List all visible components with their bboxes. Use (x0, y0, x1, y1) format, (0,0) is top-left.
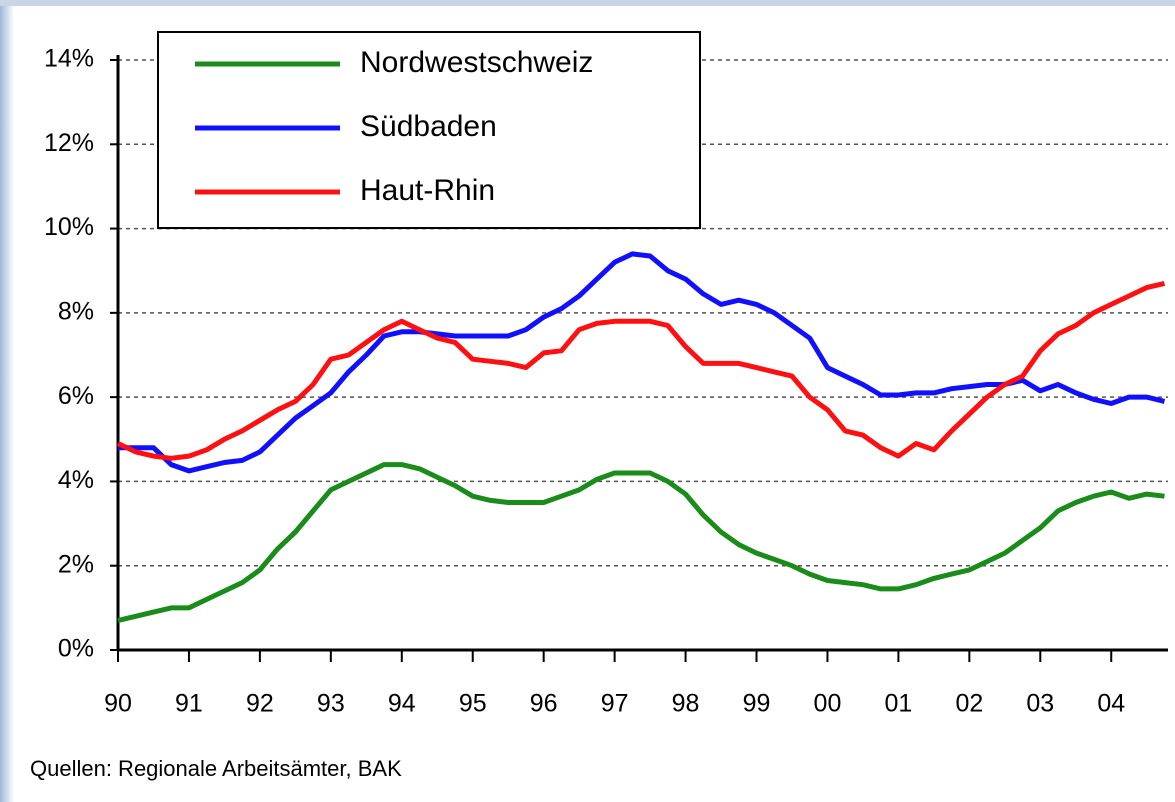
x-tick-label: 92 (246, 690, 274, 718)
x-tick-label: 94 (388, 690, 416, 718)
x-tick-label: 96 (530, 690, 558, 718)
x-tick-label: 93 (317, 690, 345, 718)
y-tick-label: 8% (58, 297, 94, 325)
x-tick-label: 90 (104, 690, 132, 718)
x-tick-label: 03 (1026, 690, 1054, 718)
x-tick-label: 00 (814, 690, 842, 718)
series-line (116, 280, 1166, 461)
x-tick-label: 97 (601, 690, 629, 718)
y-tick-label: 6% (58, 382, 94, 410)
y-tick-label: 0% (58, 635, 94, 663)
y-tick-label: 10% (44, 213, 94, 241)
frame-edge (0, 0, 14, 802)
y-tick-label: 14% (44, 45, 94, 73)
x-tick-label: 01 (884, 690, 912, 718)
y-tick-label: 2% (58, 550, 94, 578)
footnote: Quellen: Regionale Arbeitsämter, BAK (30, 756, 402, 781)
x-tick-label: 91 (175, 690, 203, 718)
series-line (117, 462, 1165, 623)
y-tick-label: 12% (44, 129, 94, 157)
series-line (118, 251, 1166, 474)
legend-label: Haut-Rhin (360, 174, 495, 207)
frame-top (0, 0, 1175, 6)
x-tick-label: 99 (743, 690, 771, 718)
y-tick-label: 4% (58, 466, 94, 494)
legend: Nordwestschweiz Südbaden Haut-Rhin (157, 31, 701, 229)
plot: 0% 2% 4% 6% 8% 10% 12% 14% 90 91 92 93 94 95 96 97 98 99 0… (44, 31, 1168, 718)
x-tick-label: 95 (459, 690, 487, 718)
x-tick-label: 98 (672, 690, 700, 718)
x-tick-label: 04 (1097, 690, 1125, 718)
legend-label: Nordwestschweiz (360, 46, 593, 79)
x-tick-label: 02 (955, 690, 983, 718)
legend-label: Südbaden (360, 110, 497, 143)
